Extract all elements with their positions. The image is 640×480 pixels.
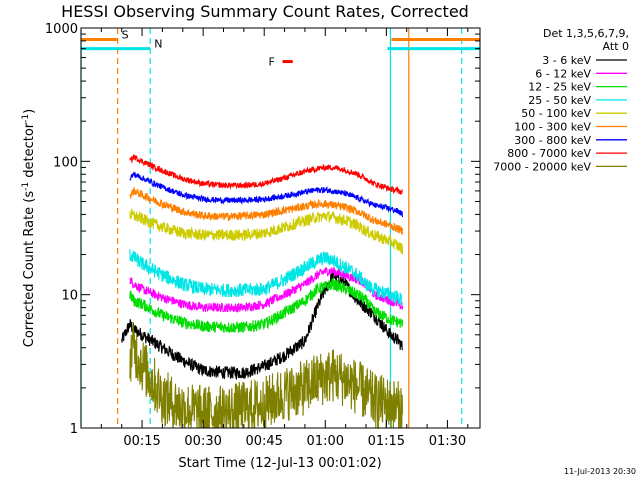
series-group (121, 154, 404, 430)
series-line (129, 248, 404, 306)
x-tick-label: 00:30 (184, 434, 221, 449)
series-line (129, 278, 404, 334)
series-line (129, 187, 404, 235)
x-tick-label: 01:15 (368, 434, 405, 449)
y-axis-label: Corrected Count Rate (s-1 detector-1) (21, 109, 37, 347)
series-line (129, 171, 404, 218)
flag-lines: S N F (81, 28, 480, 69)
legend-label: 25 - 50 keV (528, 94, 591, 107)
chart-title: HESSI Observing Summary Count Rates, Cor… (61, 2, 469, 21)
y-axis-label-part: Corrected Count Rate (s (22, 191, 37, 348)
legend-label: 3 - 6 keV (542, 54, 591, 67)
x-axis-label: Start Time (12-Jul-13 00:01:02) (178, 456, 381, 471)
flare-label: F (269, 56, 275, 69)
flag-label-n: N (154, 38, 162, 51)
x-tick-label: 00:45 (245, 434, 282, 449)
legend-label: 7000 - 20000 keV (493, 160, 591, 173)
legend-attenuator: Att 0 (603, 40, 629, 53)
series-line (129, 208, 404, 255)
x-tick-label: 01:30 (429, 434, 466, 449)
series-line (121, 270, 403, 380)
series-line (129, 321, 404, 430)
plot-frame (80, 27, 481, 429)
legend-title: Det 1,3,5,6,7,9, (543, 27, 629, 40)
x-tick-label: 00:15 (123, 434, 160, 449)
y-tick-label: 1000 (45, 22, 78, 37)
series-line (129, 154, 403, 195)
legend-label: 6 - 12 keV (535, 67, 591, 80)
y-tick-label: 100 (53, 155, 78, 170)
y-axis-label-part: ) (22, 109, 37, 114)
legend-label: 12 - 25 keV (528, 81, 591, 94)
y-tick-label: 1 (70, 422, 78, 437)
y-axis: 1 10 100 1000 (45, 22, 480, 437)
y-axis-label-sup: -1 (21, 182, 31, 191)
y-axis-label-part: detector (22, 122, 37, 182)
legend-label: 50 - 100 keV (521, 107, 591, 120)
x-axis: 00:15 00:30 00:45 01:00 01:15 01:30 (100, 28, 469, 449)
legend-label: 300 - 800 keV (514, 134, 591, 147)
timestamp: 11-Jul-2013 20:30 (564, 467, 636, 476)
x-tick-label: 01:00 (307, 434, 344, 449)
flag-label-s: S (122, 28, 129, 41)
y-tick-label: 10 (61, 289, 78, 304)
y-axis-label-sup: -1 (21, 114, 31, 123)
legend-label: 100 - 300 keV (514, 121, 591, 134)
legend-label: 800 - 7000 keV (507, 147, 591, 160)
